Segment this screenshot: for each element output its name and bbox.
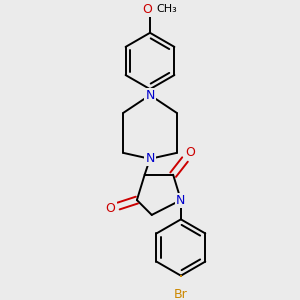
Text: CH₃: CH₃ xyxy=(156,4,177,14)
Text: Br: Br xyxy=(174,289,188,300)
Text: O: O xyxy=(106,202,116,215)
Text: N: N xyxy=(176,194,186,207)
Text: N: N xyxy=(145,152,155,165)
Text: O: O xyxy=(185,146,195,160)
Text: N: N xyxy=(145,88,155,102)
Text: O: O xyxy=(142,3,152,16)
